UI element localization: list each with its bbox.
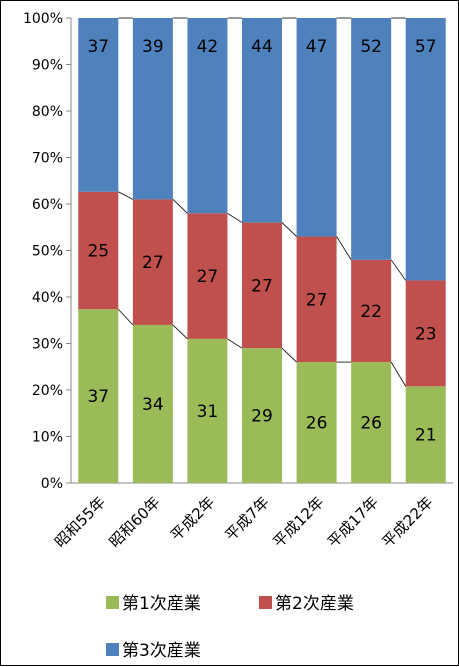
- data-label: 31: [197, 402, 219, 422]
- bar-segment: [242, 18, 282, 223]
- y-tick-label: 100%: [23, 11, 63, 27]
- y-tick-label: 10%: [32, 430, 63, 446]
- y-tick-label: 20%: [32, 383, 63, 399]
- legend-label: 第2次産業: [275, 594, 354, 614]
- series-line: [336, 236, 352, 261]
- x-tick-label: 平成12年: [269, 493, 327, 551]
- bar-segment: [78, 309, 119, 483]
- y-tick-label: 80%: [32, 104, 63, 120]
- series-line: [227, 212, 243, 223]
- bar-segment: [78, 191, 119, 310]
- bar-segment: [78, 18, 119, 192]
- data-label: 47: [306, 37, 328, 57]
- data-label: 22: [360, 302, 382, 322]
- data-label: 27: [142, 253, 164, 273]
- bar-segment: [351, 362, 392, 483]
- data-label: 26: [306, 414, 328, 434]
- series-line: [281, 347, 297, 363]
- bar-segment: [132, 199, 173, 325]
- bar-segment: [242, 222, 282, 349]
- x-tick-label: 昭和55年: [51, 493, 109, 551]
- data-label: 37: [87, 387, 109, 407]
- y-tick-label: 30%: [32, 337, 63, 353]
- data-label: 37: [87, 37, 109, 57]
- data-label: 21: [415, 426, 437, 446]
- data-label: 29: [251, 407, 273, 427]
- legend-swatch: [259, 596, 272, 609]
- y-tick-label: 70%: [32, 151, 63, 167]
- bar-segment: [187, 18, 228, 214]
- bar-segment: [187, 213, 228, 339]
- bar-segment: [132, 18, 173, 200]
- series-line: [172, 199, 188, 214]
- data-label: 42: [197, 37, 219, 57]
- bar-segment: [187, 338, 228, 483]
- series-line: [227, 338, 243, 349]
- data-label: 52: [360, 37, 382, 57]
- legend-label: 第1次産業: [122, 594, 201, 614]
- y-tick-label: 60%: [32, 197, 63, 213]
- legend-swatch: [106, 596, 119, 609]
- x-tick-label: 平成2年: [167, 493, 218, 544]
- bar-segment: [351, 18, 392, 260]
- data-label: 27: [306, 290, 328, 310]
- legend-label: 第3次産業: [122, 641, 201, 661]
- bar-segment: [132, 324, 173, 483]
- bar-segment: [351, 259, 392, 363]
- series-line: [281, 222, 297, 237]
- x-tick-label: 平成17年: [324, 493, 382, 551]
- y-tick-label: 40%: [32, 290, 63, 306]
- data-label: 27: [197, 267, 219, 287]
- data-label: 44: [251, 37, 273, 57]
- bar-segment: [296, 362, 337, 483]
- y-tick-label: 50%: [32, 244, 63, 260]
- bar-segment: [405, 386, 446, 483]
- series-line: [172, 324, 188, 340]
- data-label: 57: [415, 37, 437, 57]
- series-line: [390, 361, 407, 387]
- bar-segment: [405, 18, 446, 281]
- data-label: 25: [87, 242, 109, 262]
- data-label: 23: [415, 324, 437, 344]
- data-label: 26: [360, 414, 382, 434]
- bar-segment: [296, 236, 337, 363]
- series-line: [390, 259, 407, 281]
- x-tick-label: 平成22年: [378, 493, 436, 551]
- bar-segment: [405, 280, 446, 387]
- bar-segment: [296, 18, 337, 237]
- y-tick-label: 0%: [41, 476, 63, 492]
- bar-segment: [242, 348, 282, 483]
- x-tick-label: 平成7年: [222, 493, 273, 544]
- series-line: [118, 191, 134, 200]
- series-line: [117, 308, 134, 326]
- data-label: 27: [251, 276, 273, 296]
- x-tick-label: 昭和60年: [106, 493, 164, 551]
- data-label: 34: [142, 395, 164, 415]
- y-tick-label: 90%: [32, 58, 63, 74]
- legend-swatch: [106, 643, 119, 656]
- data-label: 39: [142, 37, 164, 57]
